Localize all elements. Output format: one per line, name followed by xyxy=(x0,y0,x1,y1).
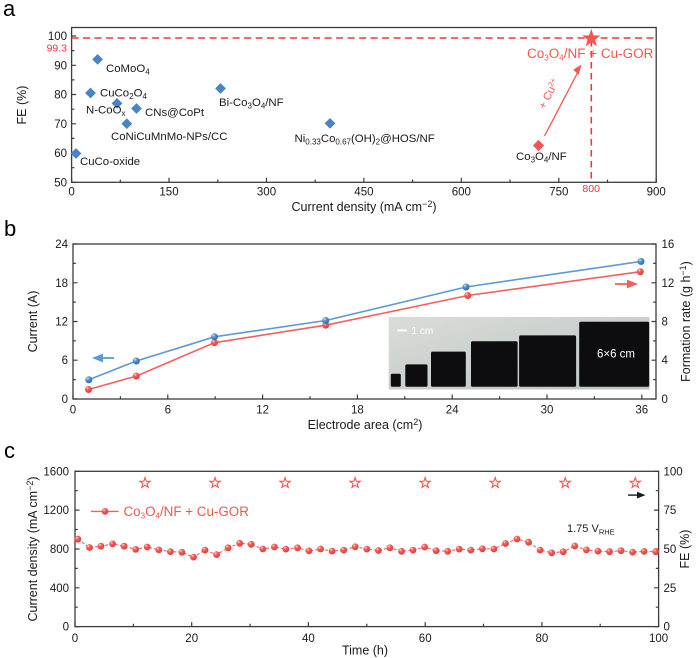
svg-text:0: 0 xyxy=(62,394,68,406)
svg-text:12: 12 xyxy=(662,278,675,290)
svg-text:25: 25 xyxy=(664,583,677,595)
svg-text:60: 60 xyxy=(54,148,67,160)
svg-text:CoNiCuMnMo-NPs/CC: CoNiCuMnMo-NPs/CC xyxy=(111,131,227,143)
svg-text:0: 0 xyxy=(70,405,76,417)
svg-text:c: c xyxy=(4,438,15,463)
svg-text:24: 24 xyxy=(55,239,68,251)
svg-text:6: 6 xyxy=(62,355,68,367)
svg-text:Current density (mA cm−2): Current density (mA cm−2) xyxy=(25,476,40,621)
svg-text:Formation rate (g h−1): Formation rate (g h−1) xyxy=(678,261,693,382)
svg-text:6×6 cm: 6×6 cm xyxy=(597,349,635,361)
svg-text:0: 0 xyxy=(63,622,69,634)
svg-text:Electrode area (cm2): Electrode area (cm2) xyxy=(308,417,423,432)
svg-text:100: 100 xyxy=(664,466,683,478)
svg-text:N-CoOx​: N-CoOx​ xyxy=(86,105,125,119)
svg-text:Bi-Co3​O4​/NF: Bi-Co3​O4​/NF xyxy=(219,97,284,111)
svg-text:18: 18 xyxy=(351,405,364,417)
svg-text:20: 20 xyxy=(185,633,198,645)
svg-text:750: 750 xyxy=(549,187,568,199)
svg-text:0: 0 xyxy=(664,622,670,634)
svg-text:300: 300 xyxy=(257,187,276,199)
svg-text:40: 40 xyxy=(302,633,315,645)
svg-text:16: 16 xyxy=(662,239,675,251)
svg-text:6: 6 xyxy=(165,405,171,417)
svg-text:b: b xyxy=(4,216,16,241)
svg-text:Co3​O4​/NF: Co3​O4​/NF xyxy=(516,151,567,165)
svg-text:FE (%): FE (%) xyxy=(678,530,692,569)
svg-text:450: 450 xyxy=(354,187,373,199)
svg-text:24: 24 xyxy=(446,405,459,417)
svg-text:Current (A): Current (A) xyxy=(26,291,40,353)
svg-text:4: 4 xyxy=(662,355,669,367)
svg-text:CNs@CoPt: CNs@CoPt xyxy=(145,107,205,119)
svg-text:75: 75 xyxy=(664,505,677,517)
svg-text:Current density (mA cm−2): Current density (mA cm−2) xyxy=(291,199,436,214)
svg-text:50: 50 xyxy=(664,544,677,556)
svg-text:Ni0.33​Co0.67​(OH)2​@HOS/NF: Ni0.33​Co0.67​(OH)2​@HOS/NF xyxy=(295,133,435,147)
svg-text:50: 50 xyxy=(54,177,67,189)
svg-text:12: 12 xyxy=(55,317,68,329)
svg-text:0: 0 xyxy=(662,394,668,406)
svg-text:99.3: 99.3 xyxy=(47,43,68,55)
svg-text:150: 150 xyxy=(159,187,178,199)
svg-text:CuCo2​O4​: CuCo2​O4​ xyxy=(100,88,147,102)
svg-text:800: 800 xyxy=(582,183,600,195)
svg-text:FE (%): FE (%) xyxy=(15,86,29,125)
svg-text:0: 0 xyxy=(68,187,74,199)
svg-text:400: 400 xyxy=(50,583,69,595)
svg-text:60: 60 xyxy=(419,633,432,645)
svg-text:Co3​O4​/NF + Cu-GOR: Co3​O4​/NF + Cu-GOR xyxy=(527,46,654,63)
svg-text:100: 100 xyxy=(48,31,67,43)
svg-text:18: 18 xyxy=(55,278,68,290)
svg-text:80: 80 xyxy=(54,90,67,102)
svg-text:CuCo-oxide: CuCo-oxide xyxy=(80,156,140,168)
svg-text:1600: 1600 xyxy=(43,466,69,478)
svg-text:900: 900 xyxy=(647,187,666,199)
svg-text:600: 600 xyxy=(452,187,471,199)
svg-text:Co3​O4​/NF + Cu-GOR: Co3​O4​/NF + Cu-GOR xyxy=(124,504,250,521)
svg-text:CoMoO4​: CoMoO4​ xyxy=(106,63,150,77)
svg-text:0: 0 xyxy=(72,633,78,645)
svg-text:12: 12 xyxy=(256,405,269,417)
svg-text:Time (h): Time (h) xyxy=(342,644,388,658)
svg-text:1200: 1200 xyxy=(43,505,69,517)
svg-text:a: a xyxy=(3,0,16,21)
svg-text:90: 90 xyxy=(54,60,67,72)
svg-text:1 cm: 1 cm xyxy=(412,326,434,337)
svg-text:8: 8 xyxy=(662,317,668,329)
svg-text:70: 70 xyxy=(54,119,67,131)
svg-text:80: 80 xyxy=(536,633,549,645)
svg-text:100: 100 xyxy=(649,633,668,645)
svg-text:36: 36 xyxy=(635,405,648,417)
svg-text:30: 30 xyxy=(541,405,554,417)
svg-text:800: 800 xyxy=(50,544,69,556)
